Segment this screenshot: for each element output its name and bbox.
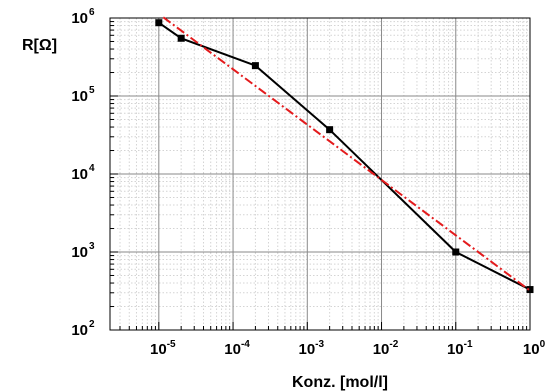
y-tick-base: 10 (71, 88, 88, 105)
y-tick-label: 10 (71, 88, 88, 105)
y-tick-exponent: 2 (89, 319, 95, 330)
minor-grid (110, 18, 530, 330)
x-tick-exponent: -4 (241, 339, 250, 350)
data-point-marker (155, 19, 163, 27)
data-point-marker (326, 126, 334, 134)
x-tick-exponent: -2 (389, 339, 398, 350)
y-axis-title: R[Ω] (22, 37, 57, 54)
y-tick-label: 10 (71, 322, 88, 339)
x-tick-label: 100 (523, 339, 545, 358)
x-tick-exponent: -3 (315, 339, 324, 350)
y-tick-base: 10 (71, 10, 88, 27)
x-tick-base: 10 (298, 341, 315, 358)
x-tick-label: 10-4 (224, 339, 250, 358)
x-tick-base: 10 (373, 341, 390, 358)
series-group (155, 16, 534, 294)
y-tick-base: 10 (71, 166, 88, 183)
y-tick-exponent: 4 (89, 163, 95, 174)
y-tick-base: 10 (71, 322, 88, 339)
x-tick-base: 10 (224, 341, 241, 358)
data-point-marker (526, 286, 534, 294)
y-tick-base: 10 (71, 244, 88, 261)
data-point-marker (251, 62, 259, 70)
y-tick-exponent: 5 (89, 85, 95, 96)
x-tick-exponent: 0 (540, 339, 545, 350)
y-tick-label: 10 (71, 166, 88, 183)
x-tick-exponent: -1 (464, 339, 473, 350)
y-tick-label: 10 (71, 244, 88, 261)
x-tick-labels: 10-5 10-4 10-3 10-2 10-1 100 (150, 339, 545, 358)
x-tick-base: 10 (447, 341, 464, 358)
x-tick-label: 10-1 (447, 339, 473, 358)
x-axis-title: Konz. [mol/l] (292, 374, 388, 391)
y-tick-label: 10 (71, 10, 88, 27)
x-tick-label: 10-2 (373, 339, 399, 358)
axis-ticks (110, 17, 531, 331)
data-point-marker (177, 34, 185, 42)
y-tick-exponent: 6 (89, 7, 95, 18)
fit-line (162, 16, 531, 292)
x-tick-label: 10-3 (298, 339, 324, 358)
data-point-marker (452, 248, 460, 256)
x-tick-base: 10 (150, 341, 167, 358)
y-tick-exponent: 3 (89, 241, 95, 252)
x-tick-base: 10 (523, 341, 540, 358)
x-tick-label: 10-5 (150, 339, 176, 358)
x-tick-exponent: -5 (167, 339, 176, 350)
data-line (158, 21, 531, 291)
